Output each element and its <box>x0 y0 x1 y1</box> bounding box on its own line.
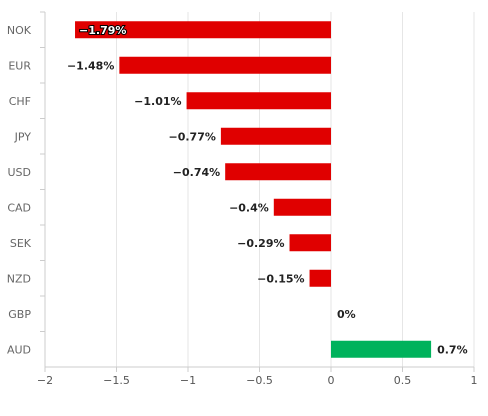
category-label: NOK <box>7 24 32 37</box>
x-axis-ticks: −2 −1.5 −1 −0.5 0 0.5 1 <box>37 367 478 387</box>
x-tick-label: 0 <box>328 374 335 387</box>
data-labels: −1.79% −1.48% −1.01% −0.77% −0.74% −0.4% −0.29… <box>67 23 468 357</box>
category-labels: NOK EUR CHF JPY USD CAD SEK NZD GBP AUD <box>7 24 32 357</box>
x-tick-label: −2 <box>37 374 53 387</box>
bar <box>119 56 331 74</box>
data-label: −0.77% <box>168 130 215 143</box>
x-tick-label: 1 <box>471 374 478 387</box>
x-tick-label: 0.5 <box>394 374 412 387</box>
category-label: CAD <box>7 201 31 214</box>
x-tick-label: −1.5 <box>103 374 130 387</box>
bar <box>289 234 331 252</box>
category-label: USD <box>7 166 31 179</box>
bars <box>75 21 432 358</box>
bar <box>186 92 331 110</box>
bar <box>273 198 331 216</box>
bar <box>309 269 331 287</box>
x-tick-label: −1 <box>180 374 196 387</box>
data-label: −0.29% <box>237 237 284 250</box>
category-label: CHF <box>9 95 31 108</box>
category-label: EUR <box>8 59 31 72</box>
bar <box>225 163 331 181</box>
bar <box>75 21 331 39</box>
category-label: JPY <box>14 130 32 143</box>
category-label: SEK <box>10 237 32 250</box>
bar <box>331 340 432 358</box>
data-label: −0.15% <box>257 272 304 285</box>
data-label: 0% <box>337 308 356 321</box>
data-label: −1.48% <box>67 59 114 72</box>
category-label: AUD <box>7 343 31 356</box>
data-label: −0.74% <box>173 166 220 179</box>
data-label: 0.7% <box>437 343 468 356</box>
x-tick-label: −0.5 <box>246 374 273 387</box>
data-label: −1.01% <box>134 95 181 108</box>
bar <box>220 127 331 145</box>
category-label: NZD <box>7 272 31 285</box>
data-label: −1.79% <box>79 24 126 37</box>
data-label: −0.4% <box>229 201 269 214</box>
category-label: GBP <box>8 308 31 321</box>
